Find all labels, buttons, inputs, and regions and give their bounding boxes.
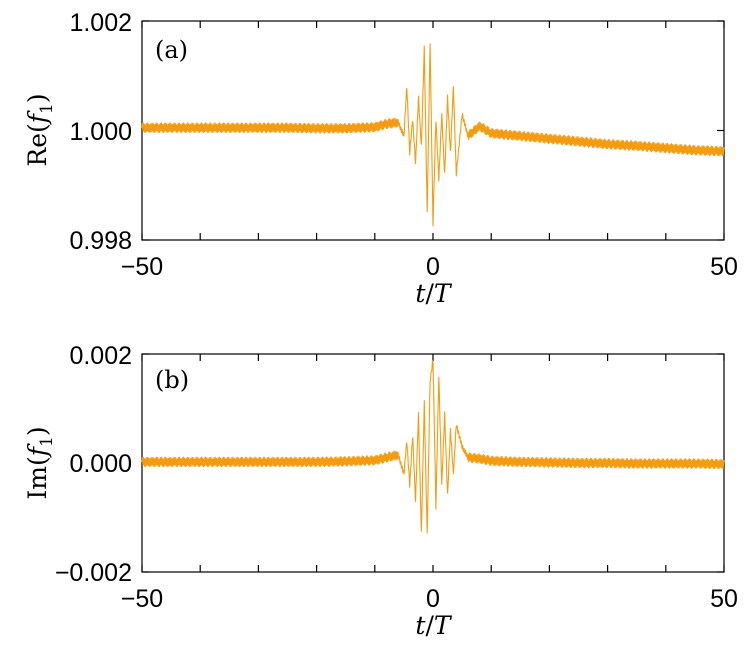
panel-b-y-ticklabels: 0.002 0.000 −0.002 bbox=[55, 342, 132, 587]
panel-a-ylabel-suffix: ) bbox=[23, 93, 52, 103]
panel-a-ylabel: Re(f1) bbox=[23, 93, 57, 166]
panel-a-ytick-top: 1.002 bbox=[69, 9, 132, 37]
panel-a-y-ticklabels: 1.002 1.000 0.998 bbox=[69, 9, 132, 255]
panel-b-xtick-left: −50 bbox=[121, 585, 163, 613]
panel-b-xtick-mid: 0 bbox=[426, 585, 440, 613]
panel-b-ytick-bottom: −0.002 bbox=[55, 559, 132, 587]
panel-b-ytick-mid: 0.000 bbox=[69, 450, 132, 478]
panel-b-xtick-right: 50 bbox=[710, 585, 738, 613]
panel-a-ylabel-var: f bbox=[23, 110, 52, 125]
panel-a-ytick-mid: 1.000 bbox=[69, 118, 132, 146]
panel-b-xlabel: t/T bbox=[415, 611, 452, 640]
panel-b-minor-ticks bbox=[141, 353, 725, 573]
panel-a-xlabel: t/T bbox=[415, 279, 452, 308]
panel-b-series-line bbox=[141, 360, 725, 534]
panel-b: (b) 0.002 0.000 −0.002 −50 0 50 t/T Im(f… bbox=[23, 342, 738, 640]
panel-a-xlabel-sep: / bbox=[425, 279, 434, 308]
panel-b-ytick-top: 0.002 bbox=[69, 342, 132, 370]
panel-b-xlabel-t: t bbox=[415, 611, 426, 640]
panel-a-xlabel-t: t bbox=[415, 279, 426, 308]
panel-b-ylabel-sub: 1 bbox=[37, 436, 57, 447]
panel-a-x-ticklabels: −50 0 50 bbox=[121, 253, 738, 281]
panel-a-ylabel-sub: 1 bbox=[37, 103, 57, 114]
panel-b-ylabel: Im(f1) bbox=[23, 426, 57, 499]
panel-a-xtick-left: −50 bbox=[121, 253, 163, 281]
panel-a-series-line bbox=[141, 43, 725, 227]
panel-a: (a) 1.002 1.000 0.998 −50 0 50 t/T Re(f1… bbox=[23, 9, 738, 308]
panel-b-ylabel-var: f bbox=[23, 443, 52, 458]
panel-b-xlabel-T: T bbox=[434, 611, 453, 640]
panel-b-ylabel-suffix: ) bbox=[23, 426, 52, 436]
panel-b-ylabel-prefix: Im( bbox=[23, 456, 52, 499]
panel-b-label: (b) bbox=[155, 366, 189, 394]
panel-a-xlabel-T: T bbox=[434, 279, 453, 308]
panel-b-xlabel-sep: / bbox=[425, 611, 434, 640]
panel-a-ylabel-prefix: Re( bbox=[23, 123, 52, 166]
panel-a-xtick-right: 50 bbox=[710, 253, 738, 281]
panel-a-label: (a) bbox=[155, 36, 188, 64]
panel-a-minor-ticks bbox=[141, 20, 725, 241]
panel-a-xtick-mid: 0 bbox=[426, 253, 440, 281]
panel-b-x-ticklabels: −50 0 50 bbox=[121, 585, 738, 613]
panel-a-ytick-bottom: 0.998 bbox=[69, 227, 132, 255]
